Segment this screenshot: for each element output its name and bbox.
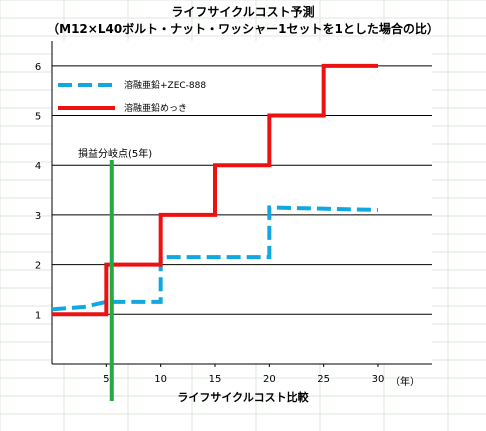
legend-label-2: 溶融亜鉛めっき (124, 102, 187, 114)
legend-label-1: 溶融亜鉛+ZEC-888 (124, 79, 206, 91)
y-tick-label-1: 1 (35, 310, 41, 321)
legend: 溶融亜鉛+ZEC-888 溶融亜鉛めっき (58, 79, 206, 114)
series-line-1 (51, 205, 379, 312)
x-axis-label: ライフサイクルコスト比較 (177, 390, 309, 404)
x-tick-label-5: 5 (103, 374, 109, 385)
y-tick-label-2: 2 (35, 261, 41, 272)
y-tick-label-5: 5 (35, 112, 41, 123)
plot-area (52, 41, 432, 364)
x-tick-labels: 5 10 15 20 25 30 (103, 364, 384, 385)
x-axis-unit: （年） (390, 375, 420, 388)
chart-subtitle: （M12×L40ボルト・ナット・ワッシャー1セットを1とした場合の比） (47, 21, 439, 36)
y-tick-label-4: 4 (35, 161, 41, 172)
x-tick-label-15: 15 (209, 374, 222, 385)
series-line-2 (52, 63, 378, 317)
breakeven-label: 損益分岐点(5年) (78, 147, 152, 160)
chart-title: ライフサイクルコスト予測 (171, 4, 314, 19)
series-layer (51, 63, 379, 317)
x-tick-label-20: 20 (263, 374, 276, 385)
y-tick-label-3: 3 (35, 211, 41, 222)
x-tick-label-30: 30 (372, 374, 385, 385)
y-tick-labels: 1 2 3 4 5 6 (35, 62, 41, 321)
x-tick-label-25: 25 (317, 374, 330, 385)
x-tick-label-10: 10 (154, 374, 167, 385)
y-tick-label-6: 6 (35, 62, 41, 73)
annotation-layer: 損益分岐点(5年) (78, 147, 152, 401)
